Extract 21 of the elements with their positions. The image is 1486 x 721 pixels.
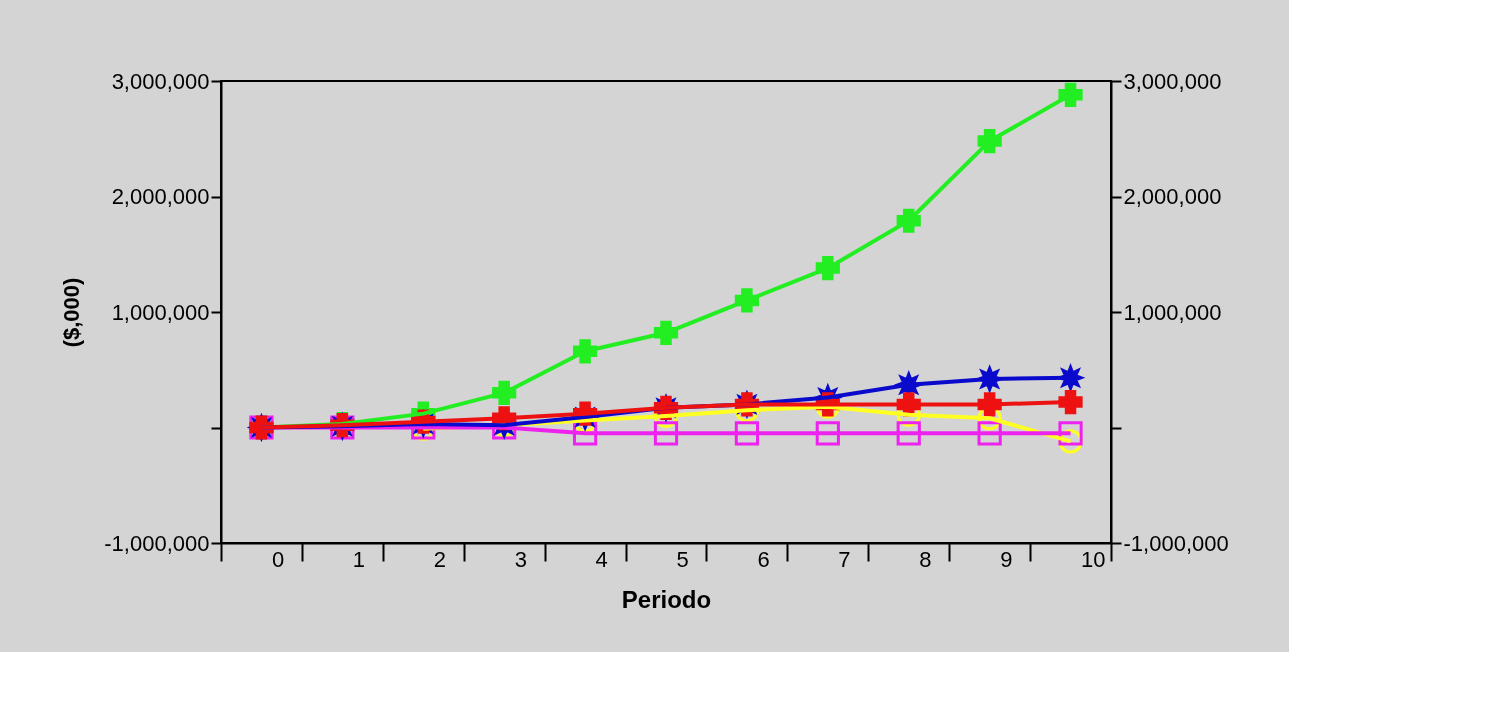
y-tick-label: -1,000,000 — [104, 530, 210, 556]
x-tick-label: 9 — [1000, 546, 1013, 572]
x-tick-label: 2 — [433, 546, 447, 572]
y2-tick-label: 3,000,000 — [1123, 68, 1222, 94]
x-tick-label: 3 — [514, 546, 527, 572]
y-tick-label: 2,000,000 — [111, 184, 210, 209]
y-tick-label: 3,000,000 — [111, 68, 210, 94]
x-tick-label: 8 — [919, 546, 932, 572]
x-tick-label: 6 — [757, 546, 770, 572]
y2-tick-label: 2,000,000 — [1123, 184, 1222, 209]
y2-tick-label: -1,000,000 — [1123, 530, 1229, 556]
x-axis-title: Periodo — [621, 585, 712, 613]
y-tick-label: 1,000,000 — [111, 299, 210, 325]
x-tick-label: 7 — [838, 546, 851, 572]
x-tick-label: 5 — [676, 546, 689, 572]
x-tick-label: 10 — [1081, 546, 1106, 572]
x-tick-label: 1 — [352, 546, 366, 572]
y2-tick-label: 1,000,000 — [1123, 299, 1222, 325]
x-tick-label: 4 — [595, 546, 608, 572]
x-tick-label: 0 — [271, 546, 285, 572]
y-axis-title: ($,000) — [59, 277, 85, 348]
